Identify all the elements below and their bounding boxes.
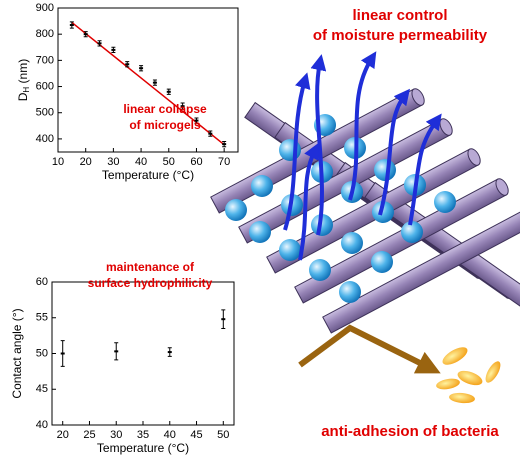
rod-end [467,148,481,166]
flow-arrow [298,142,319,261]
plot-frame [51,281,235,426]
annotation: linear collapse [123,102,207,116]
plot-frame [57,7,239,153]
sphere [311,214,333,236]
sphere [371,251,393,273]
sphere [251,175,273,197]
y-tick-label: 45 [36,383,48,395]
label-part: H [22,87,31,93]
flow-arrow [310,54,327,236]
y-tick-label: 55 [36,312,48,324]
sphere [309,259,331,281]
sphere [401,221,423,243]
x-tick-label: 20 [57,429,69,441]
y-tick-label: 40 [36,419,48,431]
y-tick-label: 700 [36,54,54,66]
label: linear control [352,7,447,24]
y-tick-label: 60 [36,276,48,288]
y-tick-label: 50 [36,347,48,359]
fit-line [71,21,225,146]
x-tick-label: 30 [110,429,122,441]
sphere [249,221,271,243]
rod-end [411,88,425,106]
annotation: maintenance of [106,260,195,274]
x-tick-label: 40 [164,429,176,441]
bacteria [436,347,501,404]
x-axis-label: Temperature (°C) [102,168,194,182]
sphere [279,139,301,161]
sphere [339,281,361,303]
label-part: D [16,92,30,101]
y-tick-label: 500 [36,107,54,119]
sphere [434,191,456,213]
label-part: (nm) [16,59,30,87]
y-axis-label: Contact angle (°) [10,308,24,398]
label-part: Contact angle (°) [10,308,24,398]
label: anti-adhesion of bacteria [321,423,499,440]
x-tick-label: 40 [135,156,147,168]
rod [322,208,520,334]
x-tick-label: 70 [218,156,230,168]
arrow [298,324,441,374]
x-tick-label: 25 [83,429,95,441]
sphere [225,199,247,221]
y-tick-label: 900 [36,2,54,14]
annotation: of microgels [129,118,201,132]
sphere [374,159,396,181]
x-tick-label: 60 [190,156,202,168]
y-tick-label: 400 [36,133,54,145]
annotation: surface hydrophilicity [88,276,213,290]
y-tick-label: 600 [36,80,54,92]
sphere [341,232,363,254]
x-tick-label: 35 [137,429,149,441]
x-axis-label: Temperature (°C) [97,441,189,455]
rod-body [322,208,520,334]
rod-end [495,178,509,196]
x-tick-label: 45 [190,429,202,441]
sphere [372,201,394,223]
fabric-mesh [210,51,520,334]
x-tick-label: 50 [217,429,229,441]
sphere [279,239,301,261]
y-tick-label: 800 [36,28,54,40]
x-tick-label: 30 [107,156,119,168]
y-axis-label: DH (nm) [16,59,31,101]
x-tick-label: 50 [163,156,175,168]
flow-arrow [408,113,442,226]
x-tick-label: 20 [80,156,92,168]
flow-arrow [348,51,377,201]
flow-arrow [378,88,410,216]
rod [294,178,509,304]
label: of moisture permeability [313,27,488,44]
flow-arrow [283,72,311,231]
x-tick-label: 10 [52,156,64,168]
